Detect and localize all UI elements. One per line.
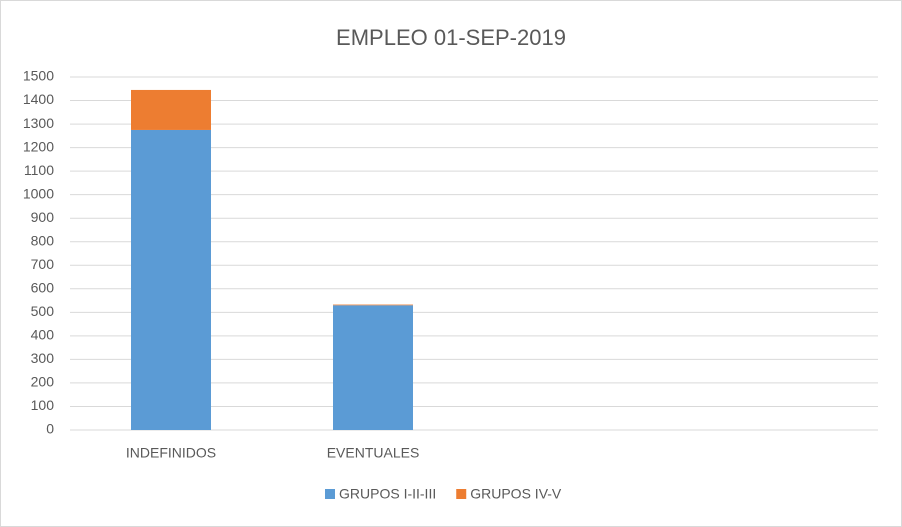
y-tick-label: 1100 — [24, 162, 54, 178]
y-tick-label: 700 — [31, 256, 55, 272]
y-tick-label: 1300 — [23, 115, 54, 131]
y-tick-label: 1500 — [23, 68, 54, 84]
x-tick-label: EVENTUALES — [327, 445, 420, 461]
y-tick-label: 500 — [31, 303, 55, 319]
legend-label: GRUPOS IV-V — [470, 486, 562, 502]
x-tick-label: INDEFINIDOS — [126, 445, 216, 461]
y-tick-label: 400 — [31, 327, 55, 343]
y-tick-label: 0 — [46, 421, 54, 437]
legend-swatch — [325, 489, 335, 499]
bar-segment — [333, 305, 413, 430]
y-tick-label: 300 — [31, 350, 55, 366]
bar-segment — [131, 89, 211, 130]
y-tick-label: 600 — [31, 280, 55, 296]
legend-label: GRUPOS I-II-III — [339, 486, 436, 502]
y-tick-label: 200 — [31, 374, 55, 390]
y-tick-label: 1400 — [23, 91, 54, 107]
y-tick-label: 100 — [31, 397, 55, 413]
legend-swatch — [456, 489, 467, 499]
y-tick-label: 1200 — [23, 138, 54, 154]
bar-segment — [333, 304, 413, 306]
y-tick-label: 900 — [31, 209, 55, 225]
y-tick-label: 800 — [31, 232, 55, 248]
bar-segment — [131, 129, 211, 430]
chart-title: EMPLEO 01-SEP-2019 — [336, 25, 566, 50]
y-tick-label: 1000 — [23, 185, 54, 201]
